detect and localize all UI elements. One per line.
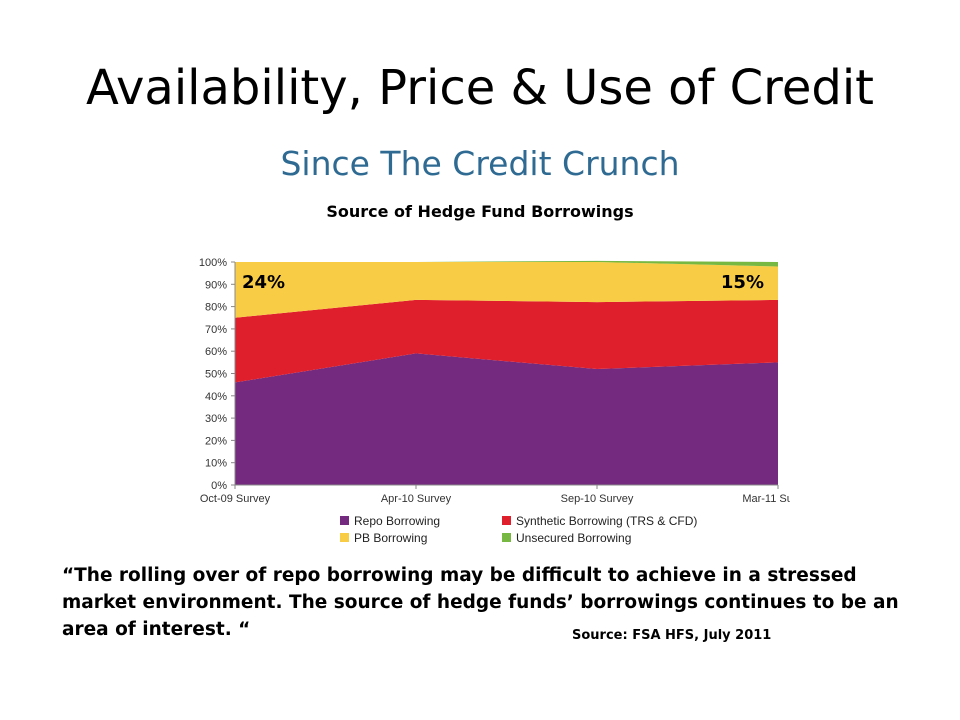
y-tick-label: 100% <box>199 257 227 269</box>
legend-swatch <box>502 533 511 542</box>
x-tick-label: Oct-09 Survey <box>200 493 271 505</box>
y-tick-label: 20% <box>205 435 227 447</box>
y-tick-label: 30% <box>205 413 227 425</box>
y-tick-label: 90% <box>205 279 227 291</box>
area-series-3 <box>235 260 778 267</box>
slide-title: Availability, Price & Use of Credit <box>86 60 874 116</box>
slide-subtitle: Since The Credit Crunch <box>280 144 680 183</box>
annotation-label: 24% <box>242 272 285 293</box>
y-tick-label: 40% <box>205 391 227 403</box>
area-chart: 0% 10% 20% 30% 40% 50% 60% 70% 80% 90% 100% Oct-09 … <box>199 257 790 545</box>
chart-title: Source of Hedge Fund Borrowings <box>326 202 634 221</box>
x-tick-label: Mar-11 Survey <box>742 493 790 505</box>
y-tick-label: 50% <box>205 369 227 381</box>
annotation-label: 15% <box>721 272 764 293</box>
quote-text: “The rolling over of repo borrowing may … <box>62 565 899 640</box>
area-series-1 <box>235 299 778 383</box>
legend-swatch <box>340 516 349 525</box>
legend-label: PB Borrowing <box>354 531 427 545</box>
x-tick-label: Sep-10 Survey <box>561 493 634 505</box>
y-tick-label: 60% <box>205 346 227 358</box>
y-tick-label: 70% <box>205 324 227 336</box>
legend-label: Synthetic Borrowing (TRS & CFD) <box>516 514 697 528</box>
legend-label: Repo Borrowing <box>354 514 440 528</box>
legend-label: Unsecured Borrowing <box>516 531 631 545</box>
x-tick-label: Apr-10 Survey <box>381 493 452 505</box>
source-citation: Source: FSA HFS, July 2011 <box>572 628 772 643</box>
area-series-0 <box>235 353 778 485</box>
legend-swatch <box>340 533 349 542</box>
y-tick-label: 0% <box>211 480 227 492</box>
y-tick-label: 10% <box>205 458 227 470</box>
legend-swatch <box>502 516 511 525</box>
y-tick-label: 80% <box>205 302 227 314</box>
area-series-2 <box>235 262 778 318</box>
